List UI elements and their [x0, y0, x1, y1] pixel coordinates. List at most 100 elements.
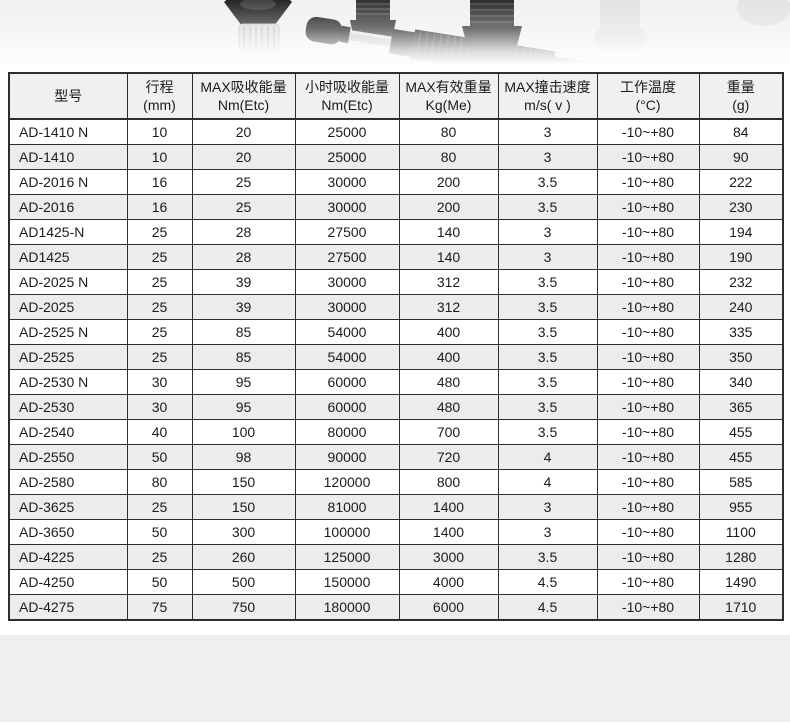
- cell-value: 3.5: [497, 369, 598, 395]
- cell-value: 28: [191, 244, 296, 270]
- cell-value: 25000: [294, 118, 400, 145]
- column-header: 行程 (mm): [126, 72, 193, 120]
- table-row: AD-3625 25 150 81000 1400 3 -10~+80 955: [8, 494, 784, 520]
- column-header-line1: MAX有效重量: [405, 78, 492, 95]
- cell-value: 140: [398, 244, 499, 270]
- cell-model: AD-1410: [8, 144, 128, 170]
- spec-table: 型号 行程 (mm) MAX吸收能量 Nm(Etc) 小时吸收能量 Nm(Etc) MAX有效…: [8, 72, 784, 621]
- cell-value: 50: [126, 444, 193, 470]
- product-photo-banner: [0, 0, 790, 64]
- column-header: MAX有效重量 Kg(Me): [398, 72, 499, 120]
- table-row: AD-1410 N 10 20 25000 80 3 -10~+80 84: [8, 118, 784, 145]
- cell-value: 3.5: [497, 394, 598, 420]
- cell-value: 232: [698, 269, 784, 295]
- cell-value: 25: [126, 219, 193, 245]
- cell-model: AD-4250: [8, 569, 128, 595]
- column-header-line2: m/s( v ): [524, 97, 571, 113]
- table-row: AD-3650 50 300 100000 1400 3 -10~+80 1100: [8, 519, 784, 545]
- cell-value: 54000: [294, 344, 400, 370]
- cell-model: AD-4275: [8, 594, 128, 621]
- cell-value: -10~+80: [596, 269, 700, 295]
- cell-value: -10~+80: [596, 118, 700, 145]
- cell-value: 150: [191, 494, 296, 520]
- column-header-line1: MAX撞击速度: [504, 78, 591, 95]
- column-header-line2: Nm(Etc): [321, 97, 373, 113]
- cell-value: 1400: [398, 519, 499, 545]
- cell-value: 190: [698, 244, 784, 270]
- cell-value: 3.5: [497, 269, 598, 295]
- cell-value: 3.5: [497, 194, 598, 220]
- cell-value: -10~+80: [596, 244, 700, 270]
- cell-value: 30000: [294, 294, 400, 320]
- cell-value: 4: [497, 444, 598, 470]
- cell-value: 200: [398, 194, 499, 220]
- cell-value: 3: [497, 494, 598, 520]
- cell-value: 3: [497, 219, 598, 245]
- spec-table-body: AD-1410 N 10 20 25000 80 3 -10~+80 84 AD-1410 10 2…: [8, 118, 784, 621]
- cell-value: 39: [191, 269, 296, 295]
- cell-value: 500: [191, 569, 296, 595]
- table-row: AD-2016 16 25 30000 200 3.5 -10~+80 230: [8, 194, 784, 220]
- cell-value: 85: [191, 319, 296, 345]
- cell-value: -10~+80: [596, 494, 700, 520]
- cell-value: 125000: [294, 544, 400, 570]
- cell-value: 1280: [698, 544, 784, 570]
- cell-value: 312: [398, 294, 499, 320]
- column-header: 小时吸收能量 Nm(Etc): [294, 72, 400, 120]
- column-header-line2: (°C): [635, 97, 661, 113]
- cell-model: AD-2530 N: [8, 369, 128, 395]
- column-header-line2: (g): [732, 97, 750, 113]
- cell-value: 25: [126, 494, 193, 520]
- column-header-line1: 型号: [54, 87, 83, 104]
- cell-value: 4.5: [497, 569, 598, 595]
- table-row: AD-2016 N 16 25 30000 200 3.5 -10~+80 222: [8, 169, 784, 195]
- cell-value: -10~+80: [596, 169, 700, 195]
- cell-value: 6000: [398, 594, 499, 621]
- table-row: AD-2530 N 30 95 60000 480 3.5 -10~+80 340: [8, 369, 784, 395]
- cell-value: 25: [126, 244, 193, 270]
- cell-value: 800: [398, 469, 499, 495]
- cell-value: 300: [191, 519, 296, 545]
- cell-value: -10~+80: [596, 194, 700, 220]
- table-row: AD-4250 50 500 150000 4000 4.5 -10~+80 1490: [8, 569, 784, 595]
- column-header-line1: 工作温度: [620, 78, 676, 95]
- cell-value: 80000: [294, 419, 400, 445]
- table-row: AD-2540 40 100 80000 700 3.5 -10~+80 455: [8, 419, 784, 445]
- cell-value: 16: [126, 194, 193, 220]
- header-row: 型号 行程 (mm) MAX吸收能量 Nm(Etc) 小时吸收能量 Nm(Etc) MAX有效…: [8, 72, 784, 120]
- cell-value: 120000: [294, 469, 400, 495]
- column-header-line1: 行程: [145, 78, 174, 95]
- cell-value: -10~+80: [596, 419, 700, 445]
- cell-value: 81000: [294, 494, 400, 520]
- cell-model: AD-1410 N: [8, 118, 128, 145]
- cell-value: 3.5: [497, 419, 598, 445]
- cell-value: 1400: [398, 494, 499, 520]
- cell-value: -10~+80: [596, 144, 700, 170]
- cell-value: 80: [398, 144, 499, 170]
- cell-value: 222: [698, 169, 784, 195]
- column-header: 重量 (g): [698, 72, 784, 120]
- cell-value: 140: [398, 219, 499, 245]
- cell-value: -10~+80: [596, 344, 700, 370]
- cell-value: 150: [191, 469, 296, 495]
- cell-value: 700: [398, 419, 499, 445]
- cell-value: 955: [698, 494, 784, 520]
- cell-value: 16: [126, 169, 193, 195]
- cell-model: AD-2525: [8, 344, 128, 370]
- cell-value: 27500: [294, 244, 400, 270]
- cell-value: 240: [698, 294, 784, 320]
- cell-value: 50: [126, 519, 193, 545]
- cell-value: 25: [191, 194, 296, 220]
- cell-value: 30: [126, 394, 193, 420]
- column-header: 工作温度 (°C): [596, 72, 700, 120]
- column-header-line1: 小时吸收能量: [305, 78, 389, 95]
- cell-model: AD-2550: [8, 444, 128, 470]
- column-header-line1: MAX吸收能量: [200, 78, 287, 95]
- cell-value: 100000: [294, 519, 400, 545]
- cell-value: 585: [698, 469, 784, 495]
- table-row: AD-2525 N 25 85 54000 400 3.5 -10~+80 335: [8, 319, 784, 345]
- cell-value: 10: [126, 144, 193, 170]
- cell-value: 350: [698, 344, 784, 370]
- cell-value: 28: [191, 219, 296, 245]
- cell-value: 95: [191, 394, 296, 420]
